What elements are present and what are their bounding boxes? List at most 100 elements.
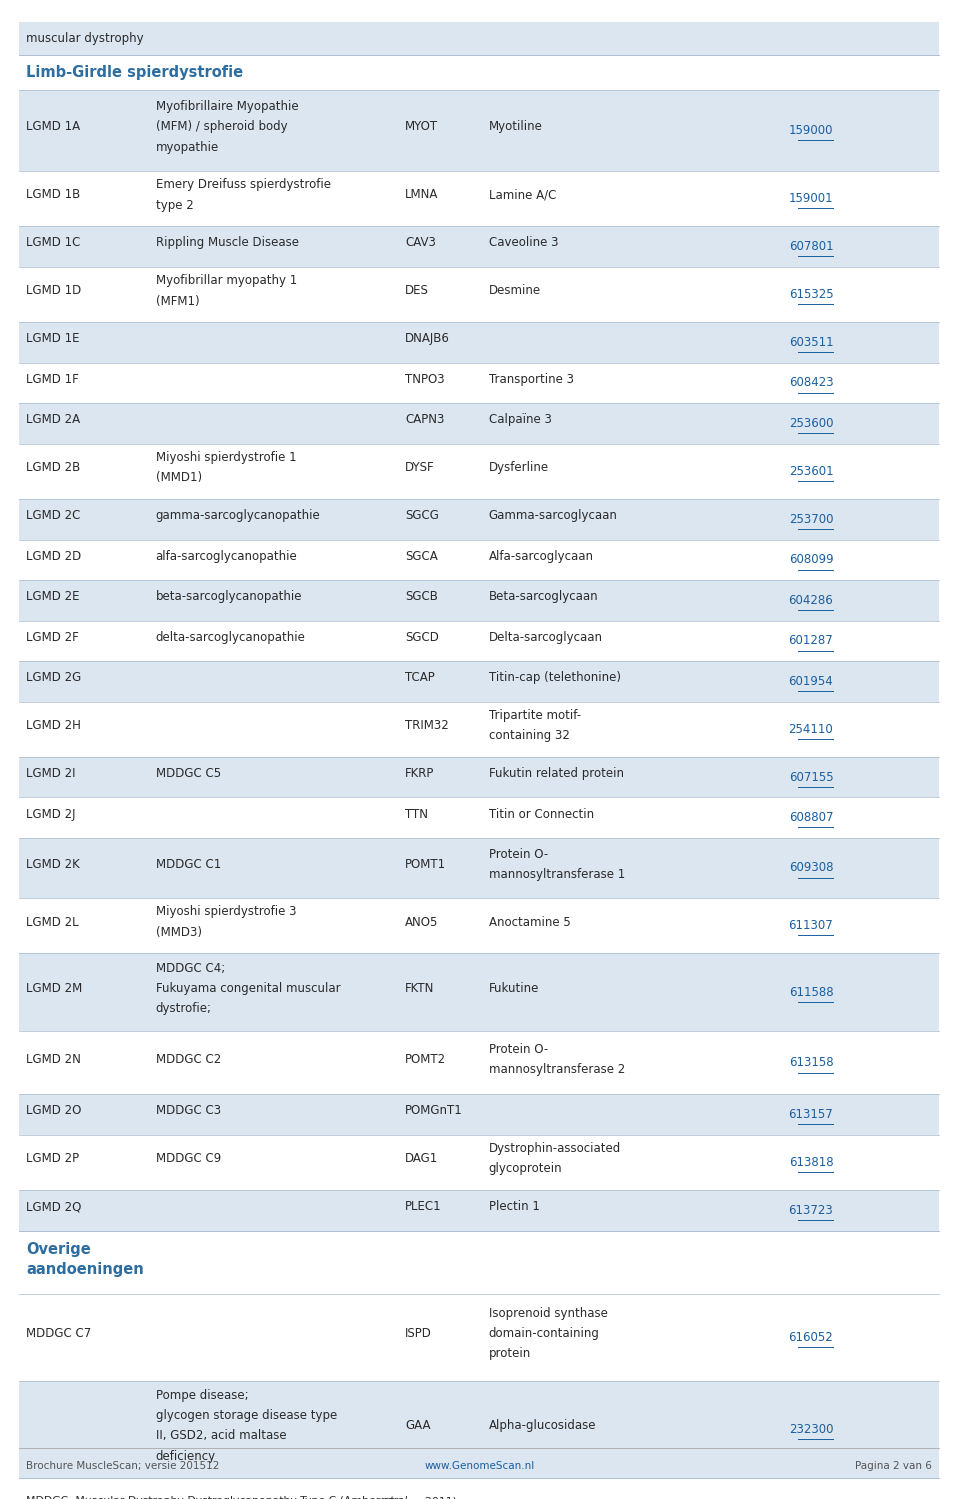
Bar	[19, 898, 939, 953]
Text: et al.: et al.	[383, 1496, 411, 1499]
Text: PLEC1: PLEC1	[405, 1201, 442, 1213]
Text: 613157: 613157	[788, 1108, 833, 1121]
Text: 603511: 603511	[789, 336, 833, 349]
Text: Anoctamine 5: Anoctamine 5	[489, 916, 570, 928]
Bar	[19, 1094, 939, 1135]
Bar	[19, 267, 939, 322]
Text: LGMD 2I: LGMD 2I	[26, 767, 76, 779]
Text: 611307: 611307	[788, 919, 833, 932]
Bar	[19, 499, 939, 540]
Text: GAA: GAA	[405, 1420, 431, 1432]
Text: Tripartite motif-: Tripartite motif-	[489, 709, 581, 723]
Text: 608423: 608423	[789, 376, 833, 390]
Text: delta-sarcoglycanopathie: delta-sarcoglycanopathie	[156, 631, 305, 643]
Text: Myotiline: Myotiline	[489, 120, 542, 133]
Text: Gamma-sarcoglycaan: Gamma-sarcoglycaan	[489, 510, 617, 522]
Bar	[19, 171, 939, 226]
Text: Dysferline: Dysferline	[489, 462, 549, 474]
Bar	[19, 1190, 939, 1231]
Text: glycoprotein: glycoprotein	[489, 1163, 563, 1175]
Bar	[19, 22, 939, 55]
Text: type 2: type 2	[156, 199, 193, 211]
Text: MDDGC C1: MDDGC C1	[156, 857, 221, 871]
Text: LGMD 1E: LGMD 1E	[26, 333, 80, 345]
Text: CAPN3: CAPN3	[405, 414, 444, 426]
Text: LGMD 1C: LGMD 1C	[26, 237, 81, 249]
Text: Fukuyama congenital muscular: Fukuyama congenital muscular	[156, 982, 340, 995]
Text: 159001: 159001	[789, 192, 833, 205]
Text: 613818: 613818	[789, 1156, 833, 1169]
Text: DYSF: DYSF	[405, 462, 435, 474]
Text: Delta-sarcoglycaan: Delta-sarcoglycaan	[489, 631, 603, 643]
Text: II, GSD2, acid maltase: II, GSD2, acid maltase	[156, 1430, 286, 1442]
Text: 613723: 613723	[788, 1204, 833, 1217]
Text: mannosyltransferase 1: mannosyltransferase 1	[489, 868, 625, 881]
Text: LGMD 2Q: LGMD 2Q	[26, 1201, 82, 1213]
Text: DES: DES	[405, 285, 429, 297]
Text: LGMD 2E: LGMD 2E	[26, 591, 80, 603]
Bar	[19, 322, 939, 363]
Text: , 2011): , 2011)	[418, 1496, 456, 1499]
Text: (MFM) / spheroid body: (MFM) / spheroid body	[156, 120, 287, 133]
Text: 615325: 615325	[789, 288, 833, 301]
Text: glycogen storage disease type: glycogen storage disease type	[156, 1409, 337, 1423]
Bar	[19, 661, 939, 702]
Text: SGCD: SGCD	[405, 631, 439, 643]
Text: Titin or Connectin: Titin or Connectin	[489, 808, 594, 820]
Bar	[19, 55, 939, 90]
Text: dystrofie;: dystrofie;	[156, 1003, 211, 1015]
Text: SGCB: SGCB	[405, 591, 438, 603]
Text: Brochure MuscleScan; versie 201512: Brochure MuscleScan; versie 201512	[26, 1462, 219, 1471]
Text: Myofibrillar myopathy 1: Myofibrillar myopathy 1	[156, 274, 297, 288]
Text: LGMD 1B: LGMD 1B	[26, 189, 81, 201]
Text: 613158: 613158	[789, 1057, 833, 1069]
Bar	[19, 1231, 939, 1294]
Text: Alpha-glucosidase: Alpha-glucosidase	[489, 1420, 596, 1432]
Text: muscular dystrophy: muscular dystrophy	[26, 33, 144, 45]
Text: FKRP: FKRP	[405, 767, 435, 779]
Text: 601954: 601954	[788, 675, 833, 688]
Text: 159000: 159000	[789, 124, 833, 136]
Text: LGMD 2M: LGMD 2M	[26, 982, 83, 995]
Text: LGMD 1F: LGMD 1F	[26, 373, 79, 385]
Text: beta-sarcoglycanopathie: beta-sarcoglycanopathie	[156, 591, 302, 603]
Text: Calpaïne 3: Calpaïne 3	[489, 414, 551, 426]
Text: protein: protein	[489, 1348, 531, 1360]
Text: LGMD 1A: LGMD 1A	[26, 120, 80, 133]
Text: Rippling Muscle Disease: Rippling Muscle Disease	[156, 237, 299, 249]
Text: MDDGC C2: MDDGC C2	[156, 1052, 221, 1066]
Text: deficiency: deficiency	[156, 1450, 216, 1463]
Text: Pagina 2 van 6: Pagina 2 van 6	[855, 1462, 932, 1471]
Text: Myofibrillaire Myopathie: Myofibrillaire Myopathie	[156, 100, 299, 112]
Text: (MFM1): (MFM1)	[156, 295, 199, 307]
Text: 253700: 253700	[789, 513, 833, 526]
Text: Protein O-: Protein O-	[489, 848, 548, 860]
Text: LGMD 2D: LGMD 2D	[26, 550, 82, 562]
Text: LGMD 1D: LGMD 1D	[26, 285, 82, 297]
Text: LGMD 2N: LGMD 2N	[26, 1052, 81, 1066]
Text: LGMD 2A: LGMD 2A	[26, 414, 80, 426]
Text: Titin-cap (telethonine): Titin-cap (telethonine)	[489, 672, 620, 684]
Bar	[19, 226, 939, 267]
Text: Fukutin related protein: Fukutin related protein	[489, 767, 624, 779]
Text: SGCG: SGCG	[405, 510, 439, 522]
Text: MDDGC C5: MDDGC C5	[156, 767, 221, 779]
Text: 609308: 609308	[789, 862, 833, 874]
Text: LGMD 2F: LGMD 2F	[26, 631, 79, 643]
Text: SGCA: SGCA	[405, 550, 438, 562]
Text: 607801: 607801	[789, 240, 833, 253]
Text: Caveoline 3: Caveoline 3	[489, 237, 558, 249]
Text: POMT1: POMT1	[405, 857, 446, 871]
Text: MYOT: MYOT	[405, 120, 439, 133]
Text: ISPD: ISPD	[405, 1327, 432, 1340]
Text: TNPO3: TNPO3	[405, 373, 444, 385]
Text: MDDGC C3: MDDGC C3	[156, 1105, 221, 1117]
Bar	[19, 757, 939, 797]
Bar	[19, 90, 939, 171]
Bar	[19, 580, 939, 621]
Text: mannosyltransferase 2: mannosyltransferase 2	[489, 1063, 625, 1076]
Bar	[19, 540, 939, 580]
Text: gamma-sarcoglycanopathie: gamma-sarcoglycanopathie	[156, 510, 321, 522]
Text: LGMD 2G: LGMD 2G	[26, 672, 82, 684]
Text: Transportine 3: Transportine 3	[489, 373, 574, 385]
